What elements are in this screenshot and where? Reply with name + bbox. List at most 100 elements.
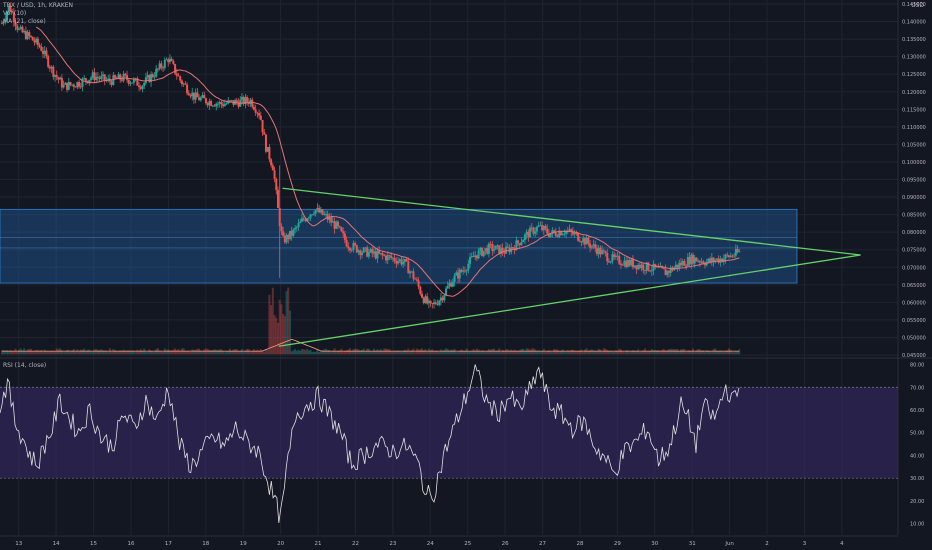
volume-bar — [690, 351, 693, 355]
candle-body — [373, 251, 376, 254]
candle-body — [585, 237, 588, 245]
candle-body — [460, 269, 463, 272]
candle-body — [18, 28, 21, 30]
volume-bar — [640, 351, 643, 355]
candle-body — [736, 248, 739, 253]
candle-body — [409, 271, 412, 274]
candle-body — [652, 263, 655, 271]
candle-body — [381, 253, 384, 256]
volume-bar — [162, 351, 165, 355]
candle-body — [405, 258, 408, 262]
candle-body — [292, 229, 295, 236]
price-tick-label: 0.135000 — [902, 37, 926, 43]
volume-bar — [179, 351, 182, 355]
volume-bar — [578, 350, 581, 355]
volume-bar — [96, 349, 99, 355]
candle-body — [397, 261, 400, 264]
candle-body — [11, 11, 14, 13]
candle-body — [69, 82, 72, 85]
volume-bar — [21, 350, 24, 355]
volume-bar — [11, 351, 14, 355]
volume-bar — [227, 351, 230, 355]
volume-bar — [379, 349, 382, 355]
volume-bar — [237, 351, 240, 355]
volume-bar — [517, 350, 520, 355]
candle-body — [93, 72, 96, 81]
volume-bar — [674, 349, 677, 355]
volume-bar — [252, 349, 255, 355]
candle-body — [12, 12, 15, 23]
volume-bar — [268, 294, 271, 355]
candle-body — [182, 83, 185, 85]
volume-bar — [364, 351, 367, 355]
candle-body — [571, 231, 574, 235]
volume-bar — [611, 351, 614, 355]
candle-body — [131, 82, 134, 84]
volume-bar — [26, 349, 29, 355]
candle-body — [539, 225, 542, 226]
candle-body — [35, 38, 38, 43]
candle-body — [707, 258, 710, 262]
volume-bar — [719, 350, 722, 355]
candle-body — [446, 285, 449, 289]
volume-bar — [299, 350, 302, 355]
volume-bar — [448, 350, 451, 355]
volume-bar — [222, 351, 225, 355]
candle-body — [23, 31, 26, 33]
volume-bar — [403, 349, 406, 355]
volume-bar — [6, 350, 9, 355]
volume-bar — [587, 351, 590, 355]
volume-bar — [343, 351, 346, 355]
price-tick-label: 0.105000 — [902, 142, 926, 148]
candle-body — [138, 85, 141, 88]
candle-body — [67, 82, 70, 90]
symbol-legend[interactable]: TRX / USD, 1h, KRAKEN — [3, 2, 74, 9]
candle-body — [523, 234, 526, 241]
volume-bar — [534, 349, 537, 355]
candle-body — [165, 59, 168, 61]
volume-bar — [433, 351, 436, 355]
candle-body — [563, 233, 566, 235]
candle-body — [47, 56, 50, 67]
candle-body — [427, 300, 430, 304]
volume-bar — [38, 351, 41, 355]
candle-body — [160, 63, 163, 68]
volume-bar — [67, 349, 70, 355]
volume-legend[interactable]: Vol (10) — [3, 10, 27, 17]
candle-body — [14, 22, 17, 26]
ma-legend[interactable]: MA (21, close) — [3, 18, 46, 25]
volume-bar — [484, 351, 487, 355]
candle-body — [139, 87, 142, 89]
volume-bar — [513, 349, 516, 355]
candle-body — [515, 240, 518, 251]
price-tick-label: 0.115000 — [902, 107, 926, 113]
candle-body — [24, 31, 27, 39]
time-tick-label: 3 — [803, 541, 807, 547]
candle-body — [698, 261, 701, 263]
candle-body — [496, 245, 499, 247]
candle-body — [206, 103, 209, 106]
candle-body — [175, 73, 178, 76]
candle-body — [95, 76, 98, 81]
candles-group — [0, 2, 741, 309]
candle-body — [554, 232, 557, 236]
time-tick-label: 19 — [240, 541, 247, 547]
volume-bar — [0, 350, 3, 355]
volume-bar — [506, 349, 509, 355]
candle-body — [38, 44, 41, 47]
volume-bar — [107, 352, 110, 355]
candle-body — [153, 76, 156, 78]
volume-bar — [474, 351, 477, 355]
rsi-legend[interactable]: RSI (14, close) — [3, 362, 47, 369]
volume-bar — [698, 349, 701, 355]
price-tick-label: 0.045000 — [902, 353, 926, 359]
volume-bar — [434, 350, 437, 355]
candle-body — [714, 260, 717, 262]
candle-body — [64, 82, 67, 85]
volume-bar — [184, 350, 187, 355]
time-tick-label: 20 — [277, 541, 284, 547]
candle-body — [83, 78, 86, 80]
candle-body — [259, 115, 262, 120]
candle-body — [376, 250, 379, 259]
